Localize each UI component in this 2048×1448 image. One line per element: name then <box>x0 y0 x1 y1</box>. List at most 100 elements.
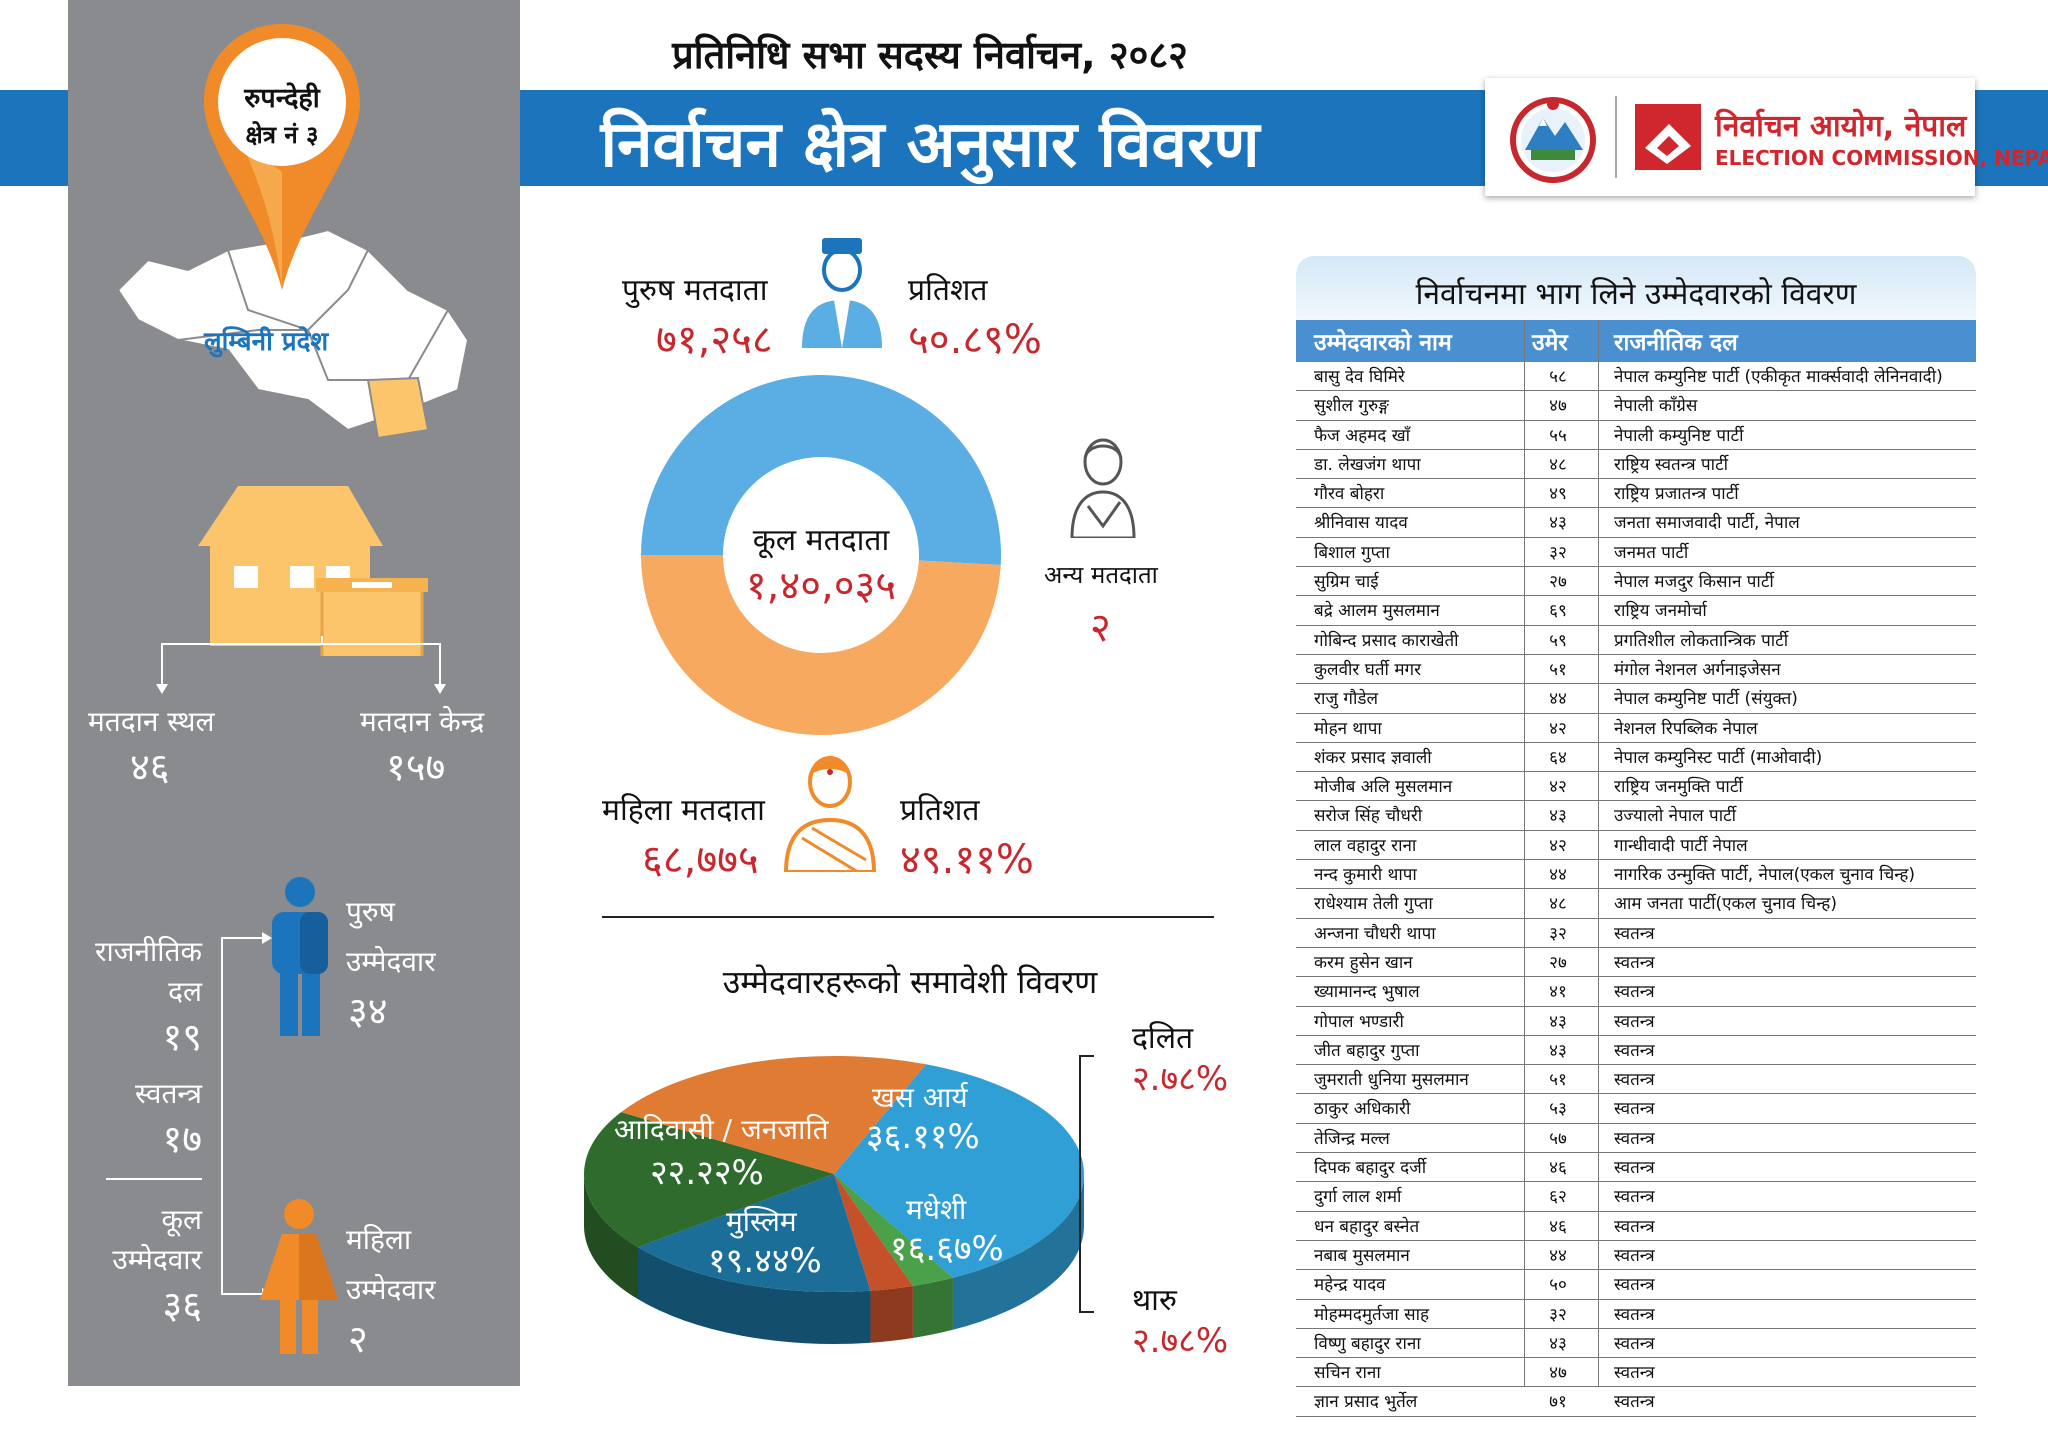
polling-arrows-icon <box>156 636 446 694</box>
table-row: अन्जना चौधरी थापा ३२ स्वतन्त्र <box>1296 919 1976 948</box>
candidate-party: राष्ट्रिय जनमुक्ति पार्टी <box>1614 777 1743 798</box>
candidate-age: ४४ <box>1549 865 1567 886</box>
pie-slice-2 <box>834 1174 913 1291</box>
table-row: धन बहादुर बस्नेत ४६ स्वतन्त्र <box>1296 1212 1976 1241</box>
candidate-age: २७ <box>1549 572 1567 593</box>
candidate-name: महेन्द्र यादव <box>1314 1275 1386 1296</box>
candidates-table: निर्वाचनमा भाग लिने उम्मेदवारको विवरण उम… <box>1296 256 1976 1417</box>
candidate-age: ४६ <box>1549 1216 1567 1237</box>
candidate-party: गान्धीवादी पार्टी नेपाल <box>1614 835 1748 856</box>
candidate-party: राष्ट्रिय स्वतन्त्र पार्टी <box>1614 454 1729 475</box>
female-voter-icon <box>783 756 877 872</box>
pie-label-khas-arya-name: खस आर्य <box>872 1081 968 1114</box>
candidate-age: ४३ <box>1549 1040 1567 1061</box>
male-candidate-icon <box>272 877 328 1036</box>
table-row: सुशील गुरुङ्ग ४७ नेपाली काँग्रेस <box>1296 391 1976 421</box>
candidate-age: ३२ <box>1549 1304 1567 1325</box>
candidate-party: नेपाल कम्युनिस्ट पार्टी (माओवादी) <box>1614 747 1823 768</box>
candidate-age: ४२ <box>1549 835 1567 856</box>
female-percent-value: ४९.११% <box>900 837 1034 883</box>
table-row: दुर्गा लाल शर्मा ६२ स्वतन्त्र <box>1296 1182 1976 1212</box>
table-row: बिशाल गुप्ता ३२ जनमत पार्टी <box>1296 538 1976 568</box>
logo-divider <box>1615 96 1617 178</box>
candidate-name: तेजिन्द्र मल्ल <box>1314 1128 1390 1149</box>
pie-label-muslim-value: १९.४४% <box>708 1241 822 1281</box>
constituency-label: क्षेत्र नं ३ <box>245 121 319 149</box>
pie-side-3 <box>638 1247 871 1344</box>
pie-slice-0 <box>834 1064 1084 1278</box>
pie-label-tharu-name: थारु <box>1132 1283 1177 1318</box>
male-percent-value: ५०.८९% <box>908 317 1042 363</box>
candidate-age: ५१ <box>1549 1070 1567 1091</box>
candidate-name: ठाकुर अधिकारी <box>1314 1099 1411 1120</box>
independent-value: १७ <box>162 1117 202 1161</box>
male-candidates-label: पुरुष <box>346 895 395 928</box>
page-title: निर्वाचन क्षेत्र अनुसार विवरण <box>600 108 1260 182</box>
candidate-name: शंकर प्रसाद ज्ञवाली <box>1314 747 1432 768</box>
male-voters-value: ७१,२५८ <box>656 317 773 363</box>
candidate-age: ४८ <box>1549 894 1567 915</box>
pie-side-4 <box>584 1174 639 1300</box>
candidate-age: ४३ <box>1549 513 1567 534</box>
candidate-name: मोजीब अलि मुसलमान <box>1314 777 1453 798</box>
candidate-party: स्वतन्त्र <box>1614 1216 1655 1237</box>
table-row: ख्यामानन्द भुषाल ४१ स्वतन्त्र <box>1296 977 1976 1007</box>
candidate-party: जनता समाजवादी पार्टी, नेपाल <box>1614 513 1800 534</box>
candidate-party: स्वतन्त्र <box>1614 1245 1655 1266</box>
candidate-name: जुमराती धुनिया मुसलमान <box>1314 1070 1469 1091</box>
candidate-age: ४१ <box>1549 982 1567 1003</box>
table-row: नन्द कुमारी थापा ४४ नागरिक उन्मुक्ति पार्ट… <box>1296 860 1976 890</box>
candidate-age: ५५ <box>1549 425 1567 446</box>
district-label: रुपन्देही <box>244 83 320 114</box>
candidate-name: अन्जना चौधरी थापा <box>1314 923 1436 944</box>
table-row: फैज अहमद खाँ ५५ नेपाली कम्युनिष्ट पार्टी <box>1296 421 1976 450</box>
female-voters-value: ६८,७७५ <box>642 837 759 883</box>
pie-label-muslim-name: मुस्लिम <box>726 1205 797 1238</box>
polling-center-value: १५७ <box>386 745 446 789</box>
candidate-party: नेपाल कम्युनिष्ट पार्टी (संयुक्त) <box>1614 689 1798 710</box>
female-candidates-value: २ <box>348 1317 368 1361</box>
candidate-name: ख्यामानन्द भुषाल <box>1314 982 1420 1003</box>
candidate-party: नेपाली कम्युनिष्ट पार्टी <box>1614 425 1744 446</box>
province-label: लुम्बिनी प्रदेश <box>204 327 329 357</box>
column-divider <box>1598 320 1599 1386</box>
inclusion-pie-chart <box>584 1056 1084 1344</box>
candidate-name: धन बहादुर बस्नेत <box>1314 1216 1420 1237</box>
pie-label-janajati-name: आदिवासी / जनजाति <box>614 1113 829 1146</box>
candidate-party: स्वतन्त्र <box>1614 1099 1655 1120</box>
table-row: सरोज सिंह चौधरी ४३ उज्यालो नेपाल पार्टी <box>1296 801 1976 831</box>
location-pin-icon <box>204 24 360 290</box>
pie-slice-1 <box>834 1174 953 1286</box>
candidate-age: ३२ <box>1549 542 1567 563</box>
candidate-name: बासु देव घिमिरे <box>1314 367 1405 387</box>
pie-side-0 <box>952 1174 1084 1330</box>
candidate-party: राष्ट्रिय जनमोर्चा <box>1614 601 1707 622</box>
female-voters-label: महिला मतदाता <box>602 793 765 828</box>
candidate-name: करम हुसेन खान <box>1314 952 1413 973</box>
pie-label-dalit-value: २.७८% <box>1132 1059 1229 1099</box>
pie-side-1 <box>912 1277 953 1338</box>
voters-donut-chart <box>641 374 1001 735</box>
pie-label-dalit-name: दलित <box>1132 1021 1194 1056</box>
section-divider <box>602 916 1214 918</box>
polling-station-icon <box>198 486 428 656</box>
candidate-age: ४३ <box>1549 1333 1567 1354</box>
male-candidates-label-2: उम्मेदवार <box>346 945 436 978</box>
table-row: दिपक बहादुर दर्जी ४६ स्वतन्त्र <box>1296 1153 1976 1183</box>
table-row: मोजीब अलि मुसलमान ४२ राष्ट्रिय जनमुक्ति पा… <box>1296 772 1976 802</box>
table-row: सुग्रिम चाई २७ नेपाल मजदुर किसान पार्टी <box>1296 567 1976 597</box>
candidates-table-header: उम्मेदवारको नाम उमेर राजनीतिक दल <box>1296 320 1976 362</box>
table-row: मोहम्मदमुर्तजा साह ३२ स्वतन्त्र <box>1296 1300 1976 1329</box>
female-percent-label: प्रतिशत <box>900 793 980 828</box>
candidate-party: स्वतन्त्र <box>1614 1128 1655 1149</box>
table-row: महेन्द्र यादव ५० स्वतन्त्र <box>1296 1270 1976 1300</box>
table-row: गोबिन्द प्रसाद काराखेती ५९ प्रगतिशील लोकता… <box>1296 626 1976 655</box>
candidate-name: राधेश्याम तेली गुप्ता <box>1314 894 1433 915</box>
table-row: राधेश्याम तेली गुप्ता ४८ आम जनता पार्टी(एक… <box>1296 889 1976 919</box>
candidate-age: ४९ <box>1549 484 1567 505</box>
candidate-age: ३२ <box>1549 923 1567 944</box>
polling-place-label: मतदान स्थल <box>88 705 215 738</box>
candidates-table-body: बासु देव घिमिरे ५८ नेपाल कम्युनिष्ट पार्टी… <box>1296 362 1976 1417</box>
male-voter-icon <box>802 238 882 348</box>
table-row: शंकर प्रसाद ज्ञवाली ६४ नेपाल कम्युनिस्ट पा… <box>1296 743 1976 773</box>
